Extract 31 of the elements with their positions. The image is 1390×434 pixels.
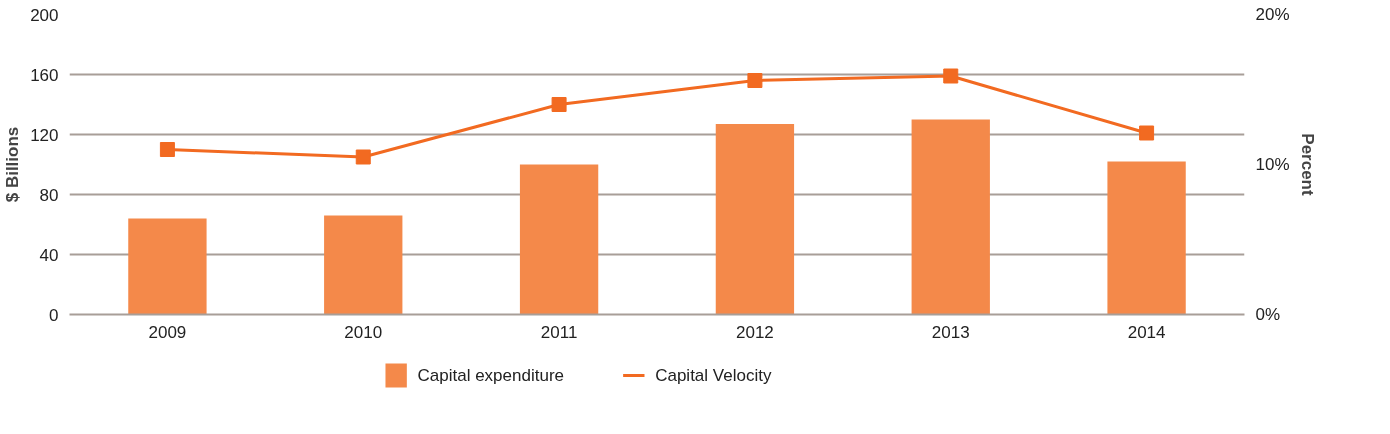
point: [1139, 125, 1155, 141]
bar: [519, 164, 599, 315]
bar: [1107, 161, 1186, 315]
x-tick-label: 2014: [1127, 322, 1166, 342]
x-tick-label: 2013: [931, 322, 970, 342]
point: [747, 73, 763, 88]
y2-axis-title: Percent: [1297, 133, 1317, 197]
bar: [715, 124, 795, 315]
point: [355, 149, 371, 165]
y-axis-title: $ Billions: [3, 126, 23, 203]
y2-tick-label: 0%: [1255, 305, 1281, 324]
x-tick-label: 2012: [736, 322, 774, 342]
y2-tick-label: 10%: [1255, 155, 1290, 174]
y-tick-label: 200: [30, 5, 59, 25]
legend-label: Capital Velocity: [655, 366, 772, 385]
legend-label: Capital expenditure: [417, 366, 564, 385]
y2-tick-label: 20%: [1255, 5, 1290, 24]
point: [159, 142, 175, 157]
x-tick-label: 2010: [344, 322, 383, 342]
bar: [324, 215, 403, 315]
y-tick-label: 120: [30, 125, 59, 145]
y-tick-label: 0: [49, 305, 59, 325]
y-tick-label: 80: [39, 185, 59, 205]
point: [551, 97, 567, 112]
point: [943, 68, 959, 84]
x-tick-label: 2009: [148, 322, 187, 342]
x-tick-label: 2011: [540, 322, 578, 342]
y-tick-label: 40: [39, 245, 59, 265]
y-tick-label: 160: [30, 65, 59, 85]
bar: [128, 218, 207, 315]
bar: [911, 119, 990, 315]
